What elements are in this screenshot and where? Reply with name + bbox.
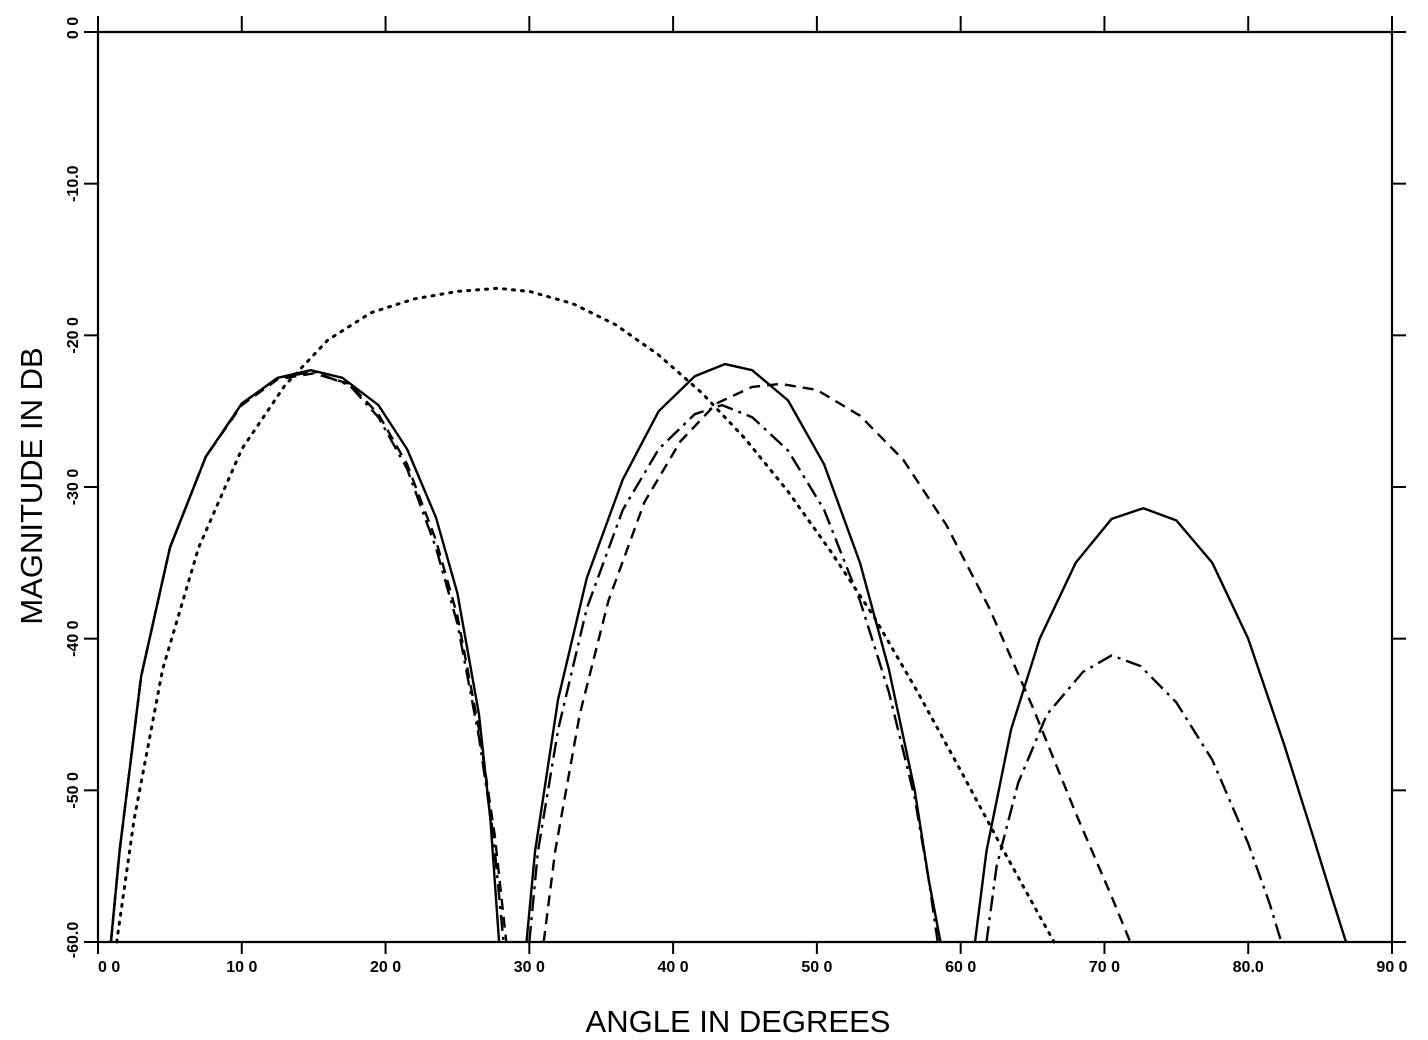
series-layer bbox=[109, 286, 1348, 944]
series-line-dotted bbox=[115, 286, 1056, 944]
series-line-dashed bbox=[109, 372, 508, 943]
series-solid bbox=[109, 362, 1348, 943]
y-tick-label: -60.0 bbox=[65, 922, 82, 959]
x-axis-tick-labels: 0 0 10 0 20 0 30 0 40 0 50 0 60 0 70 0 80.0 90 0 bbox=[98, 959, 1408, 976]
x-axis-title: ANGLE IN DEGREES bbox=[586, 1004, 891, 1039]
series-line-dashdot bbox=[528, 403, 939, 943]
x-tick-label: 70 0 bbox=[1089, 959, 1120, 976]
series-dashed bbox=[109, 372, 1132, 943]
x-tick-label: 40 0 bbox=[658, 959, 689, 976]
x-axis-ticks bbox=[97, 16, 1393, 954]
series-dotted bbox=[115, 286, 1056, 944]
x-tick-label: 80.0 bbox=[1233, 959, 1264, 976]
series-line-dashed bbox=[542, 382, 1132, 943]
y-axis-ticks bbox=[84, 31, 1406, 943]
x-tick-label: 10 0 bbox=[226, 959, 257, 976]
y-tick-label: -40 0 bbox=[65, 620, 82, 657]
series-dashdot bbox=[109, 370, 1283, 943]
series-line-dashdot bbox=[985, 654, 1283, 943]
x-tick-label: 0 0 bbox=[98, 959, 120, 976]
x-tick-label: 30 0 bbox=[514, 959, 545, 976]
series-line-solid bbox=[525, 362, 942, 943]
y-tick-label: -30 0 bbox=[65, 469, 82, 506]
x-tick-label: 90 0 bbox=[1376, 959, 1407, 976]
y-tick-label: -20 0 bbox=[65, 317, 82, 354]
plot-frame bbox=[96, 30, 1394, 944]
y-axis-tick-labels: 0 0 -10.0 -20 0 -30 0 -40 0 -50 0 -60.0 bbox=[65, 17, 82, 958]
y-tick-label: -10.0 bbox=[65, 165, 82, 202]
y-tick-label: -50 0 bbox=[65, 772, 82, 809]
y-axis-title: MAGNITUDE IN DB bbox=[14, 347, 49, 624]
x-tick-label: 60 0 bbox=[945, 959, 976, 976]
series-line-solid bbox=[109, 369, 501, 943]
x-tick-label: 50 0 bbox=[801, 959, 832, 976]
x-tick-label: 20 0 bbox=[370, 959, 401, 976]
series-line-dashdot bbox=[109, 370, 505, 943]
series-line-solid bbox=[973, 507, 1348, 943]
y-tick-label: 0 0 bbox=[65, 17, 82, 39]
